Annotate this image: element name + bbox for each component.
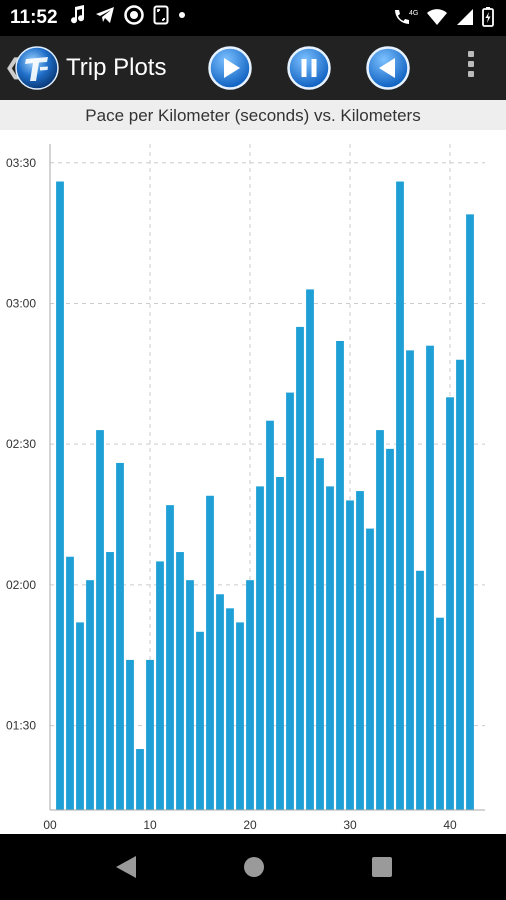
pace-bar	[446, 397, 454, 810]
pace-bar	[356, 491, 364, 810]
record-icon	[124, 5, 144, 25]
pace-bar-chart: 01:30 02:00 02:30 03:00 03:30 00 10 20 30 40	[6, 144, 485, 832]
wifi-icon	[426, 8, 448, 26]
pace-bar	[106, 552, 114, 810]
app-logo-icon[interactable]	[14, 45, 60, 96]
x-tick-label: 10	[143, 818, 157, 832]
app-bar: ❮ Trip Plots	[0, 36, 506, 100]
play-icon	[208, 46, 252, 90]
pace-bar	[256, 486, 264, 810]
y-tick-label: 03:30	[6, 156, 36, 170]
pace-bar	[276, 477, 284, 810]
pace-bar	[96, 430, 104, 810]
status-time: 11:52	[10, 7, 58, 28]
pace-bar	[236, 622, 244, 810]
screenshot-icon	[153, 5, 169, 25]
pace-bar	[286, 392, 294, 810]
y-tick-label: 03:00	[6, 296, 36, 310]
navigation-bar	[0, 834, 506, 900]
pace-bar	[366, 528, 374, 810]
play-button[interactable]	[208, 46, 252, 90]
pace-bar	[396, 181, 404, 810]
pace-bar	[226, 608, 234, 810]
call-4g-icon: 4G	[392, 7, 418, 27]
y-tick-label: 02:30	[6, 437, 36, 451]
x-tick-label: 40	[443, 818, 457, 832]
overflow-menu-icon[interactable]	[466, 51, 476, 85]
system-icons: 4G	[392, 7, 494, 27]
pace-bar	[456, 359, 464, 810]
nav-home-icon[interactable]	[242, 854, 266, 885]
pace-bar	[196, 631, 204, 810]
x-tick-label: 30	[343, 818, 357, 832]
dot-icon	[178, 11, 186, 19]
pace-bar	[126, 659, 134, 810]
pace-bar	[186, 580, 194, 810]
pace-bar	[156, 561, 164, 810]
pace-bar	[296, 326, 304, 810]
pace-bar	[246, 580, 254, 810]
chart-area: 01:30 02:00 02:30 03:00 03:30 00 10 20 30 40	[0, 130, 506, 834]
pace-bar	[466, 214, 474, 810]
telegram-icon	[95, 6, 115, 24]
music-note-icon	[70, 5, 86, 25]
pace-bar	[136, 749, 144, 810]
pace-bar	[166, 505, 174, 810]
x-tick-label: 00	[43, 818, 57, 832]
pause-icon	[287, 46, 331, 90]
pause-button[interactable]	[287, 46, 331, 90]
pace-bar	[436, 617, 444, 810]
battery-icon	[482, 7, 494, 27]
pace-bar	[206, 495, 214, 810]
pace-bar	[406, 350, 414, 810]
pace-bar	[216, 594, 224, 810]
pace-bar	[116, 462, 124, 810]
chart-title: Pace per Kilometer (seconds) vs. Kilomet…	[0, 100, 506, 130]
pace-bar	[326, 486, 334, 810]
app-title: Trip Plots	[66, 54, 167, 81]
pace-bar	[346, 500, 354, 810]
pace-bar	[266, 420, 274, 810]
nav-back-icon[interactable]	[114, 854, 138, 885]
pace-bar	[376, 430, 384, 810]
pace-bar	[426, 345, 434, 810]
pace-bar	[416, 570, 424, 810]
y-tick-label: 02:00	[6, 578, 36, 592]
nav-recents-icon[interactable]	[370, 854, 394, 885]
x-tick-label: 20	[243, 818, 257, 832]
pace-bar	[56, 181, 64, 810]
pace-bar	[86, 580, 94, 810]
y-tick-label: 01:30	[6, 719, 36, 733]
pace-bar	[66, 556, 74, 810]
network-type-label: 4G	[409, 10, 418, 17]
pace-bar	[386, 448, 394, 810]
status-bar: 11:52 4G	[0, 0, 506, 36]
pace-bar	[146, 659, 154, 810]
rewind-icon	[366, 46, 410, 90]
pace-bar	[316, 458, 324, 810]
signal-icon	[456, 8, 474, 26]
rewind-button[interactable]	[366, 46, 410, 90]
pace-bar	[76, 622, 84, 810]
pace-bar	[336, 340, 344, 810]
notification-icons	[70, 5, 186, 25]
pace-bar	[306, 289, 314, 810]
pace-bar	[176, 552, 184, 810]
